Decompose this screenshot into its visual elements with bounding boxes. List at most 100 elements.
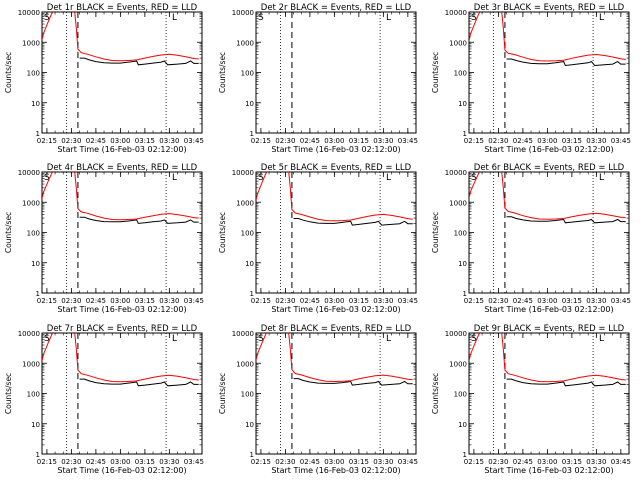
x-axis-label: Start Time (16-Feb-03 02:12:00) xyxy=(57,145,186,154)
y-axis-label: Counts/sec xyxy=(431,52,440,93)
x-tick-label: 03:45 xyxy=(611,297,631,305)
x-tick-label: 02:15 xyxy=(464,297,484,305)
x-tick-label: 02:45 xyxy=(300,137,320,145)
x-tick-label: 03:00 xyxy=(110,137,130,145)
x-tick-label: 03:15 xyxy=(135,458,155,466)
series-line-events xyxy=(79,57,199,66)
x-tick-label: 03:45 xyxy=(611,458,631,466)
plot-frame xyxy=(468,332,630,455)
x-tick-label: 03:00 xyxy=(537,297,557,305)
x-tick-label: 03:15 xyxy=(562,297,582,305)
x-tick-label: 02:45 xyxy=(513,137,533,145)
series-line-events xyxy=(506,216,626,224)
annotation-left: S xyxy=(471,13,477,23)
y-axis-label: Counts/sec xyxy=(218,373,227,414)
y-tick-label: 10000 xyxy=(445,169,467,177)
x-axis-label: Start Time (16-Feb-03 02:12:00) xyxy=(484,466,613,475)
y-tick-label: 10 xyxy=(245,421,254,429)
y-tick-label: 1 xyxy=(463,451,467,459)
y-tick-label: 1 xyxy=(36,130,40,138)
x-tick-label: 03:00 xyxy=(324,137,344,145)
x-tick-label: 02:45 xyxy=(513,458,533,466)
plot-frame xyxy=(255,332,417,455)
x-tick-label: 03:15 xyxy=(562,458,582,466)
x-tick-label: 03:15 xyxy=(562,137,582,145)
x-axis-label: Start Time (16-Feb-03 02:12:00) xyxy=(57,466,186,475)
y-tick-label: 10 xyxy=(31,421,40,429)
x-tick-label: 03:45 xyxy=(398,137,418,145)
x-tick-label: 02:15 xyxy=(37,137,57,145)
y-tick-label: 10 xyxy=(458,260,467,268)
y-tick-label: 1 xyxy=(36,290,40,298)
series-line-lld xyxy=(42,333,199,383)
annotation-right: L xyxy=(386,334,391,344)
y-tick-label: 1 xyxy=(250,290,254,298)
y-tick-label: 10000 xyxy=(445,9,467,17)
y-tick-label: 1 xyxy=(463,290,467,298)
y-tick-label: 10000 xyxy=(232,330,254,338)
x-tick-label: 03:00 xyxy=(110,297,130,305)
x-tick-label: 02:30 xyxy=(275,137,295,145)
y-tick-label: 100 xyxy=(454,70,467,78)
y-tick-label: 1000 xyxy=(236,360,254,368)
panel-title: Det 6r BLACK = Events, RED = LLD xyxy=(474,163,625,173)
y-tick-label: 10 xyxy=(31,260,40,268)
x-tick-label: 02:15 xyxy=(464,458,484,466)
annotation-left: S xyxy=(44,13,50,23)
detector-panel-1: Det 1r BLACK = Events, RED = LLD 1 10 100 10… xyxy=(4,3,204,154)
x-tick-label: 02:15 xyxy=(251,137,271,145)
x-tick-label: 03:30 xyxy=(586,458,606,466)
series-line-events xyxy=(79,378,199,387)
y-tick-label: 1 xyxy=(250,451,254,459)
detector-panel-5: Det 5r BLACK = Events, RED = LLD 1 10 100 10… xyxy=(218,163,418,314)
series-line-lld xyxy=(469,333,626,383)
x-tick-label: 03:45 xyxy=(398,458,418,466)
panel-title: Det 1r BLACK = Events, RED = LLD xyxy=(47,3,198,13)
y-tick-label: 10000 xyxy=(232,9,254,17)
detector-panel-7: Det 7r BLACK = Events, RED = LLD 1 10 100 10… xyxy=(4,324,204,475)
plot-frame xyxy=(41,171,203,294)
y-axis-label: Counts/sec xyxy=(4,52,13,93)
annotation-right: L xyxy=(599,334,604,344)
x-tick-label: 02:30 xyxy=(488,458,508,466)
x-tick-label: 03:30 xyxy=(159,137,179,145)
panel-title: Det 2r BLACK = Events, RED = LLD xyxy=(261,3,412,13)
y-axis-label: Counts/sec xyxy=(218,52,227,93)
series-line-events xyxy=(293,218,413,226)
panel-title: Det 4r BLACK = Events, RED = LLD xyxy=(47,163,198,173)
x-tick-label: 03:45 xyxy=(184,458,204,466)
annotation-right: L xyxy=(386,173,391,183)
x-tick-label: 02:30 xyxy=(61,137,81,145)
x-tick-label: 03:00 xyxy=(110,458,130,466)
x-tick-label: 02:45 xyxy=(86,458,106,466)
x-tick-label: 02:15 xyxy=(37,458,57,466)
series-line-events xyxy=(506,378,626,387)
x-tick-label: 02:30 xyxy=(61,458,81,466)
detector-panel-9: Det 9r BLACK = Events, RED = LLD 1 10 100 10… xyxy=(431,324,631,475)
detector-panel-2: Det 2r BLACK = Events, RED = LLD 1 10 100 10… xyxy=(218,3,418,154)
y-tick-label: 1000 xyxy=(449,360,467,368)
y-tick-label: 10000 xyxy=(232,169,254,177)
panel-title: Det 7r BLACK = Events, RED = LLD xyxy=(47,324,198,334)
plot-frame xyxy=(468,171,630,294)
plot-frame xyxy=(41,332,203,455)
panel-title: Det 9r BLACK = Events, RED = LLD xyxy=(474,324,625,334)
y-tick-label: 100 xyxy=(241,70,254,78)
x-tick-label: 03:00 xyxy=(324,458,344,466)
y-tick-label: 10 xyxy=(458,100,467,108)
y-axis-label: Counts/sec xyxy=(431,373,440,414)
y-axis-label: Counts/sec xyxy=(218,212,227,253)
y-tick-label: 100 xyxy=(454,230,467,238)
y-tick-label: 100 xyxy=(241,391,254,399)
annotation-left: S xyxy=(471,334,477,344)
x-axis-label: Start Time (16-Feb-03 02:12:00) xyxy=(57,305,186,314)
series-line-lld xyxy=(42,12,199,62)
y-tick-label: 10 xyxy=(245,100,254,108)
x-tick-label: 03:30 xyxy=(159,458,179,466)
y-tick-label: 1000 xyxy=(236,199,254,207)
series-line-lld xyxy=(469,12,626,62)
series-line-lld xyxy=(256,172,413,222)
annotation-left: S xyxy=(258,173,264,183)
annotation-left: S xyxy=(471,173,477,183)
y-tick-label: 10 xyxy=(31,100,40,108)
